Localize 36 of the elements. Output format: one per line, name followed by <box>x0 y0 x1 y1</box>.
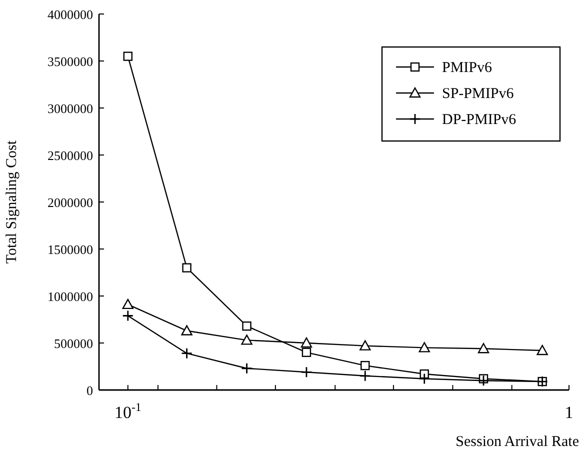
point <box>418 373 430 384</box>
x-tick-label: 10$^{-1}$ <box>114 400 142 422</box>
legend-label: PMIPv6 <box>442 60 493 76</box>
y-tick-label: 1500000 <box>48 242 93 257</box>
point <box>360 340 371 350</box>
legend-label: DP-PMIPv6 <box>442 112 517 128</box>
y-tick-label: 3500000 <box>48 54 93 69</box>
point <box>536 344 548 356</box>
point <box>182 263 192 272</box>
point <box>478 343 490 354</box>
point <box>300 337 312 348</box>
y-tick-label: 0 <box>86 383 93 398</box>
y-tick-label: 2500000 <box>48 148 93 163</box>
point <box>478 374 490 386</box>
point <box>181 325 192 336</box>
y-axis-title: Total Signaling Cost <box>4 140 20 264</box>
point <box>122 298 134 310</box>
y-tick-label: 500000 <box>54 336 93 351</box>
point <box>241 334 252 345</box>
y-tick-label: 1000000 <box>48 289 93 304</box>
point <box>300 366 312 378</box>
point <box>418 342 430 352</box>
y-tick-label: 3000000 <box>48 101 93 116</box>
point <box>181 348 192 360</box>
point <box>123 52 132 61</box>
x-axis-title: Session Arrival Rate <box>456 434 580 450</box>
point <box>302 348 312 357</box>
x-tick-label: 1 <box>564 403 574 422</box>
point <box>242 321 252 331</box>
y-tick-label: 2000000 <box>48 195 93 210</box>
point <box>360 360 370 370</box>
point <box>241 362 252 374</box>
y-tick-label: 4000000 <box>48 7 93 22</box>
point <box>122 310 134 322</box>
point <box>359 370 371 382</box>
legend-label: SP-PMIPv6 <box>442 86 514 102</box>
